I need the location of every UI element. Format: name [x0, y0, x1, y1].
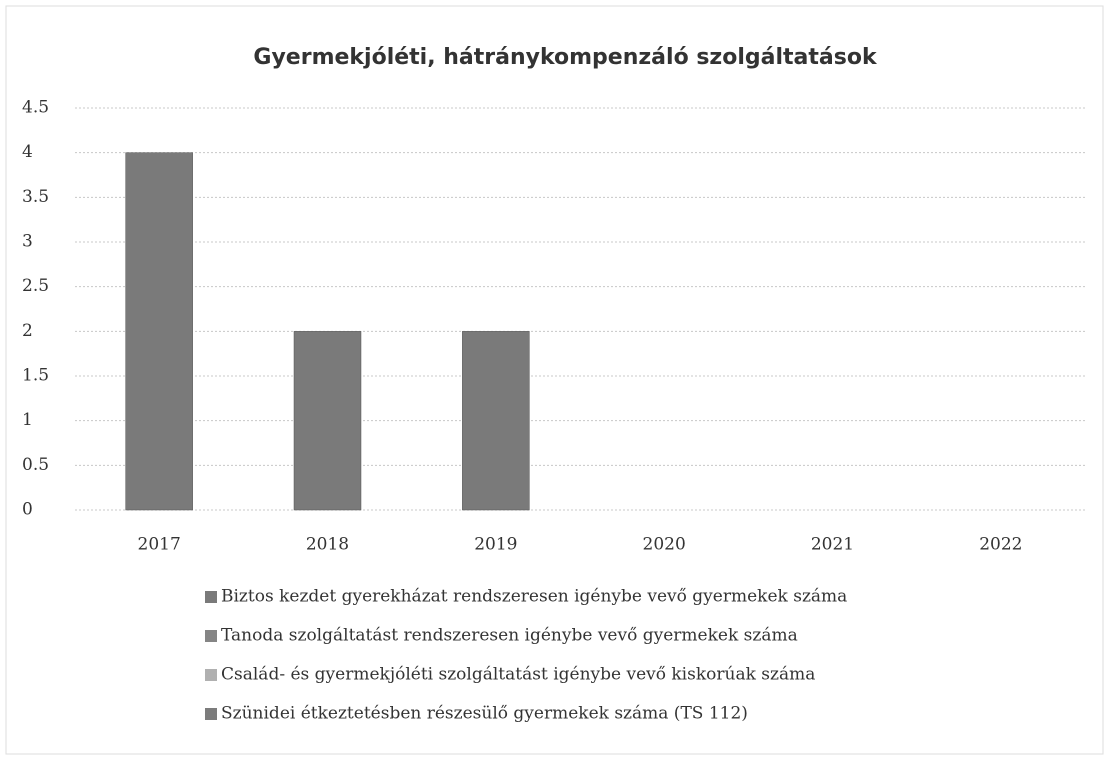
y-tick-label: 3 [22, 232, 33, 252]
y-tick-label: 0.5 [22, 455, 49, 475]
y-tick-label: 4.5 [22, 98, 49, 118]
x-tick-label: 2019 [474, 535, 517, 555]
chart-border [5, 5, 1104, 755]
legend-label: Biztos kezdet gyerekházat rendszeresen i… [221, 587, 847, 607]
legend-swatch [205, 591, 217, 603]
legend-label: Szünidei étkeztetésben részesülő gyermek… [221, 704, 748, 724]
y-tick-label: 3.5 [22, 187, 49, 207]
legend-label: Tanoda szolgáltatást rendszeresen igényb… [221, 626, 798, 646]
x-tick-label: 2022 [979, 535, 1022, 555]
legend-swatch [205, 708, 217, 720]
x-tick-label: 2020 [643, 535, 686, 555]
x-tick-label: 2018 [306, 535, 349, 555]
x-tick-label: 2017 [138, 535, 181, 555]
y-tick-label: 2.5 [22, 276, 49, 296]
y-tick-label: 2 [22, 321, 33, 341]
chart-title: Gyermekjóléti, hátránykompenzáló szolgál… [253, 45, 878, 70]
y-tick-label: 1.5 [22, 366, 49, 386]
y-tick-label: 0 [22, 500, 33, 520]
legend-label: Család- és gyermekjóléti szolgáltatást i… [221, 665, 815, 685]
bar [462, 331, 530, 511]
bar [293, 331, 362, 511]
y-tick-label: 4 [22, 142, 33, 162]
y-tick-label: 1 [22, 410, 33, 430]
bar [125, 152, 193, 511]
x-tick-label: 2021 [811, 535, 854, 555]
legend-swatch [205, 669, 217, 681]
legend-swatch [205, 630, 217, 642]
